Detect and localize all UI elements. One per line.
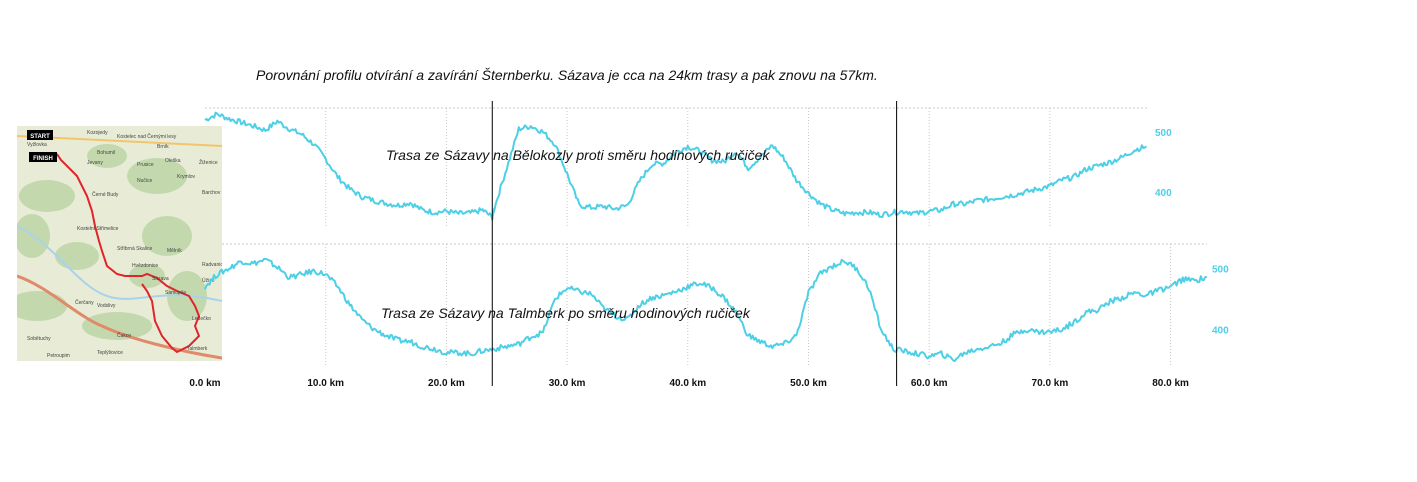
- x-tick-label: 10.0 km: [307, 378, 344, 389]
- route-line: [56, 153, 201, 354]
- map-place-label: Úžice: [202, 277, 215, 284]
- map-place-label: Kostelec nad Černými lesy: [117, 133, 177, 140]
- finish-flag: [29, 152, 57, 162]
- map-place-label: Stříbrná Skalice: [117, 246, 153, 252]
- route-annotation: Trasa ze Sázavy na Bělokozly proti směru…: [386, 147, 770, 163]
- map-place-label: Sobětuchy: [27, 336, 51, 342]
- map-place-label: Radvanice: [202, 262, 222, 268]
- x-tick-label: 0.0 km: [189, 378, 220, 389]
- start-label: START: [30, 134, 50, 140]
- map-place-label: Nučice: [137, 178, 153, 184]
- map-place-label: Prusice: [137, 162, 154, 168]
- forest-area: [17, 291, 67, 321]
- route-map: Kozojedy Kostelec nad Černými lesy Vyžlovk…: [17, 126, 222, 361]
- map-place-label: Kostelní Střimelice: [77, 226, 119, 232]
- y-tick-label: 500: [1212, 264, 1229, 275]
- y-tick-label: 400: [1212, 325, 1229, 336]
- map-place-label: Vyžlovka: [27, 142, 47, 148]
- forest-area: [127, 158, 187, 194]
- map-place-label: Hvězdonice: [132, 263, 158, 269]
- river: [17, 225, 222, 302]
- elevation-series-line: [204, 111, 1148, 221]
- map-place-label: Samopše: [165, 290, 186, 296]
- y-tick-label: 400: [1155, 188, 1172, 199]
- map-place-label: Krymlov: [177, 174, 196, 180]
- elevation-chart-2: 400 500 Trasa ze Sázavy na Talmberk po smě…: [189, 243, 1229, 389]
- map-place-label: Jevany: [87, 160, 103, 166]
- y-tick-label: 500: [1155, 128, 1172, 139]
- elevation-series-line: [204, 257, 1207, 363]
- map-place-label: Brník: [157, 144, 169, 150]
- x-tick-label: 20.0 km: [428, 378, 465, 389]
- map-place-label: Barchov: [202, 190, 221, 196]
- x-tick-label: 60.0 km: [911, 378, 948, 389]
- map-place-label: Mělník: [167, 248, 182, 254]
- x-tick-label: 30.0 km: [549, 378, 586, 389]
- forest-area: [19, 180, 75, 212]
- forest-area: [55, 242, 99, 270]
- map-place-label: Bohumil: [97, 150, 115, 156]
- map-place-label: Žiženice: [199, 158, 218, 166]
- map-place-label: Oleška: [165, 158, 181, 164]
- map-place-label: Kozojedy: [87, 130, 108, 136]
- route-annotation: Trasa ze Sázavy na Talmberk po směru hod…: [381, 305, 751, 321]
- x-tick-label: 40.0 km: [669, 378, 706, 389]
- map-place-label: Teplýšovice: [97, 350, 123, 356]
- x-tick-label: 50.0 km: [790, 378, 827, 389]
- chart-caption: Porovnání profilu otvírání a zavírání Št…: [256, 67, 878, 83]
- map-place-label: Čerčany: [75, 299, 94, 306]
- map-place-label: Ledečko: [192, 316, 211, 322]
- map-place-label: Sázava: [152, 276, 169, 282]
- map-place-label: Černé Budy: [92, 191, 119, 198]
- start-flag: [27, 130, 53, 140]
- map-place-label: Talmberk: [187, 346, 208, 352]
- map-place-label: Čakov: [117, 332, 132, 339]
- forest-area: [129, 264, 165, 288]
- elevation-chart-1: 400 500 Trasa ze Sázavy na Bělokozly proti…: [204, 107, 1172, 228]
- map-place-label: Petroupim: [47, 353, 70, 359]
- x-tick-label: 70.0 km: [1032, 378, 1069, 389]
- forest-area: [87, 144, 127, 168]
- finish-label: FINISH: [33, 156, 53, 162]
- forest-area: [82, 312, 152, 340]
- x-tick-label: 80.0 km: [1152, 378, 1189, 389]
- map-place-label: Vodslivy: [97, 303, 116, 309]
- forest-area: [142, 216, 192, 256]
